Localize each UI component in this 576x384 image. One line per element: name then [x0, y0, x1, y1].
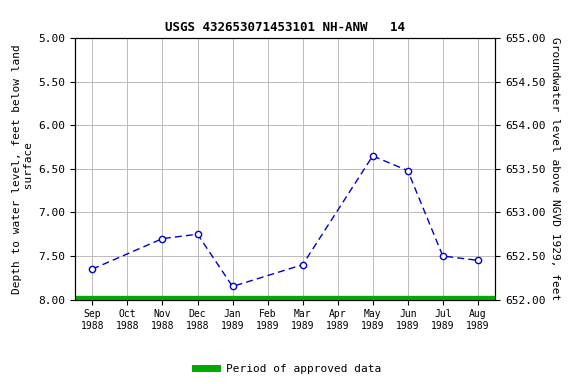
Legend: Period of approved data: Period of approved data	[191, 359, 385, 379]
Y-axis label: Groundwater level above NGVD 1929, feet: Groundwater level above NGVD 1929, feet	[550, 37, 560, 301]
Y-axis label: Depth to water level, feet below land
 surface: Depth to water level, feet below land su…	[13, 44, 34, 294]
Title: USGS 432653071453101 NH-ANW   14: USGS 432653071453101 NH-ANW 14	[165, 22, 405, 35]
